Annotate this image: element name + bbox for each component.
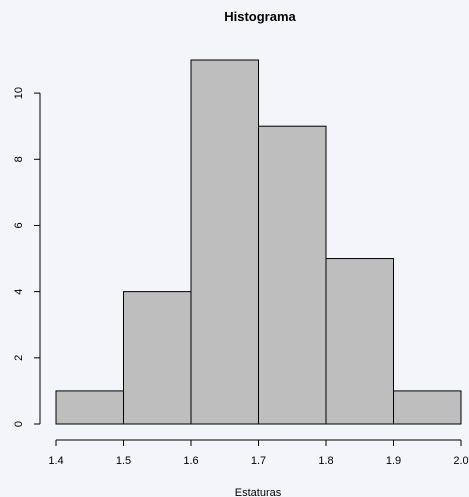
x-tick-label-1: 1.5 bbox=[116, 455, 131, 467]
y-tick-label-5: 10 bbox=[13, 87, 25, 99]
chart-title: Histograma bbox=[224, 9, 296, 24]
x-tick-label-2: 1.6 bbox=[183, 455, 198, 467]
histogram-bar-3 bbox=[258, 125, 327, 425]
x-axis: 1.4 1.5 1.6 1.7 1.8 1.9 2.0 bbox=[48, 439, 469, 467]
bars-group bbox=[55, 59, 462, 425]
x-tick-label-6: 2.0 bbox=[453, 455, 468, 467]
histogram-bar-2 bbox=[190, 59, 259, 425]
x-tick-label-4: 1.8 bbox=[318, 455, 333, 467]
x-tick-label-3: 1.7 bbox=[251, 455, 266, 467]
y-tick-label-0: 0 bbox=[13, 421, 25, 427]
y-tick-label-1: 2 bbox=[13, 355, 25, 361]
x-tick-label-0: 1.4 bbox=[48, 455, 63, 467]
y-tick-label-3: 6 bbox=[13, 222, 25, 228]
x-tick-label-5: 1.9 bbox=[386, 455, 401, 467]
y-axis: 0 2 4 6 8 10 bbox=[13, 87, 41, 427]
y-tick-label-2: 4 bbox=[13, 289, 25, 295]
x-axis-title: Estaturas bbox=[235, 487, 282, 497]
y-tick-label-4: 8 bbox=[13, 156, 25, 162]
histogram-bar-1 bbox=[123, 291, 192, 425]
histogram-bar-5 bbox=[393, 390, 462, 425]
histogram-bar-4 bbox=[325, 258, 394, 425]
histogram-bar-0 bbox=[55, 390, 124, 425]
